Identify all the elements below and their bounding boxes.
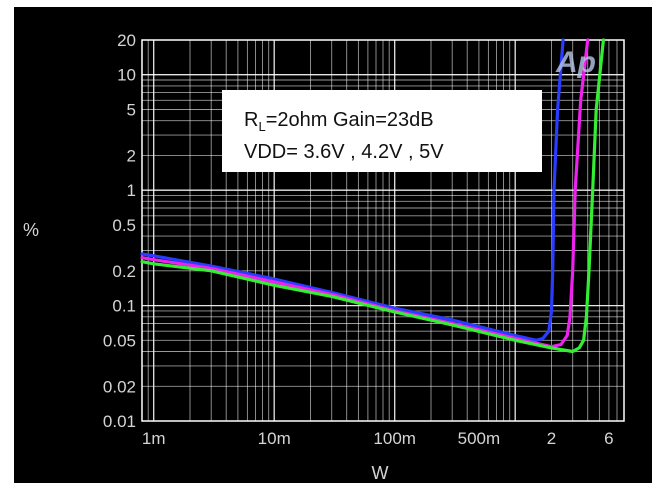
y-tick-label: 0.5 bbox=[112, 216, 136, 235]
y-tick-label: 0.02 bbox=[103, 377, 136, 396]
y-tick-label: 0.2 bbox=[112, 262, 136, 281]
ap-logo: Ap bbox=[555, 46, 596, 79]
y-tick-label: 10 bbox=[117, 66, 136, 85]
x-tick-label: 6 bbox=[604, 429, 613, 448]
series-line-3 bbox=[140, 38, 605, 354]
annotation-background bbox=[222, 90, 542, 172]
series-line-1 bbox=[140, 38, 565, 342]
annotation-line-1: RL=2ohm Gain=23dB bbox=[244, 109, 434, 134]
y-tick-label: 1 bbox=[127, 181, 136, 200]
annotation-r-subscript: L bbox=[258, 119, 265, 134]
x-tick-labels: 1m 10m 100m 500m 2 6 bbox=[142, 429, 614, 448]
annotation-load-gain: =2ohm Gain=23dB bbox=[266, 109, 434, 131]
x-tick-label: 10m bbox=[258, 429, 291, 448]
series-group bbox=[140, 38, 605, 354]
y-tick-label: 0.01 bbox=[103, 412, 136, 431]
x-tick-label: 1m bbox=[142, 429, 166, 448]
y-tick-labels: 0.01 0.02 0.05 0.1 0.2 0.5 1 2 5 10 20 bbox=[103, 31, 136, 431]
x-tick-label: 100m bbox=[373, 429, 416, 448]
annotation-r-symbol: R bbox=[244, 109, 258, 131]
x-tick-label: 2 bbox=[547, 429, 556, 448]
plot-area-border bbox=[141, 39, 625, 422]
y-axis-label: % bbox=[23, 220, 39, 240]
x-tick-label: 500m bbox=[458, 429, 501, 448]
y-tick-label: 0.1 bbox=[112, 297, 136, 316]
x-axis-label: W bbox=[372, 463, 389, 483]
annotation-line-2: VDD= 3.6V , 4.2V , 5V bbox=[244, 141, 444, 163]
annotation-box: RL=2ohm Gain=23dB VDD= 3.6V , 4.2V , 5V bbox=[222, 90, 542, 172]
y-tick-label: 2 bbox=[127, 146, 136, 165]
y-tick-label: 20 bbox=[117, 31, 136, 50]
y-tick-label: 0.05 bbox=[103, 331, 136, 350]
y-tick-label: 5 bbox=[127, 101, 136, 120]
